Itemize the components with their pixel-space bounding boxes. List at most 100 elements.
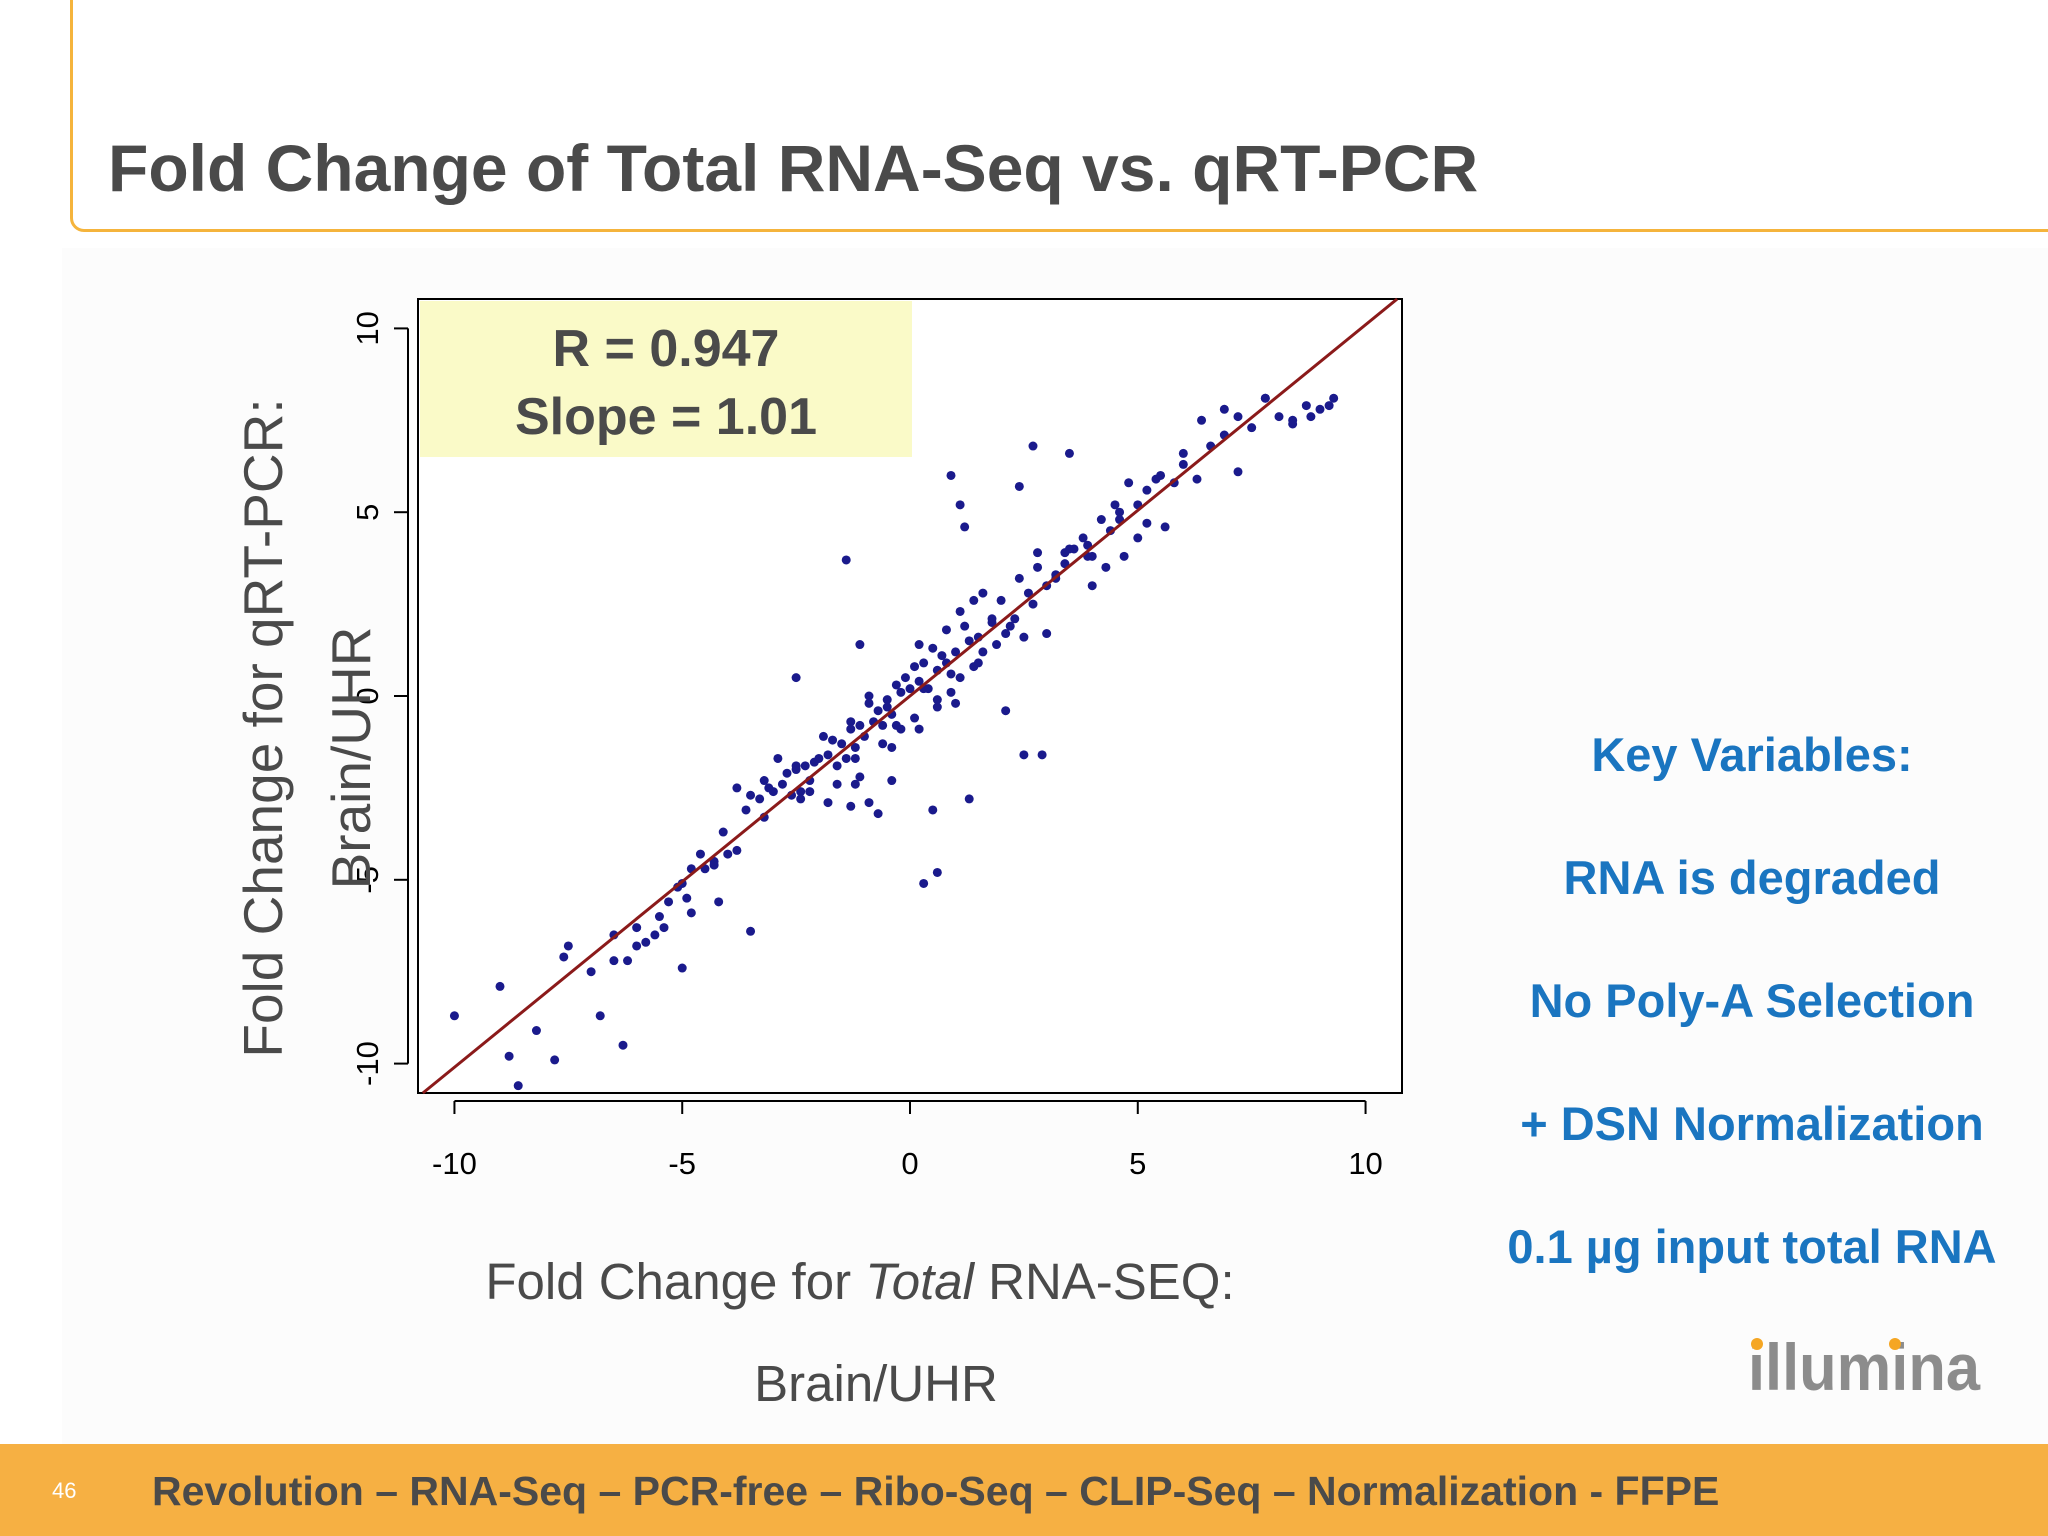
data-point — [932, 702, 942, 712]
data-point — [951, 647, 961, 657]
data-point — [513, 1081, 523, 1091]
data-point — [823, 798, 833, 808]
data-point — [978, 647, 988, 657]
data-point — [718, 827, 728, 837]
data-point — [714, 897, 724, 907]
slide-title: Fold Change of Total RNA-Seq vs. qRT-PCR — [108, 131, 1479, 205]
data-point — [1133, 533, 1143, 543]
data-point — [595, 1011, 605, 1021]
data-point — [1233, 467, 1243, 477]
data-point — [905, 684, 915, 694]
scatter-chart: R = 0.947 Slope = 1.01 -10 -5 0 5 10 -10 -5 0 5 1… — [232, 297, 1403, 1412]
data-point — [946, 470, 956, 480]
axis-ticks: -10 -5 0 5 10 -10 -5 0 5 10 — [350, 311, 1383, 1181]
data-point — [914, 724, 924, 734]
data-points — [449, 393, 1339, 1091]
data-point — [1301, 401, 1311, 411]
data-point — [654, 912, 664, 922]
data-point — [841, 555, 851, 565]
data-point — [1028, 599, 1038, 609]
regression-line — [421, 297, 1399, 1095]
data-point — [855, 772, 865, 782]
footer-text: Revolution – RNA-Seq – PCR-free – Ribo-S… — [152, 1468, 1720, 1514]
data-point — [746, 926, 756, 936]
data-point — [531, 1026, 541, 1036]
data-point — [850, 753, 860, 763]
data-point — [1042, 629, 1052, 639]
data-point — [928, 643, 938, 653]
data-point — [1087, 581, 1097, 591]
data-point — [796, 794, 806, 804]
data-point — [1019, 750, 1029, 760]
data-point — [1192, 474, 1202, 484]
data-point — [955, 500, 965, 510]
logo-dot-1 — [1751, 1338, 1763, 1350]
data-point — [1197, 415, 1207, 425]
data-point — [955, 606, 965, 616]
key-variables-heading: Key Variables: — [1591, 728, 1913, 781]
data-point — [791, 761, 801, 771]
data-point — [832, 779, 842, 789]
data-point — [1019, 632, 1029, 642]
data-point — [550, 1055, 560, 1065]
x-tick-label: 0 — [901, 1146, 918, 1181]
data-point — [964, 794, 974, 804]
y-axis-label-line1: Fold Change for qRT-PCR: — [232, 398, 294, 1057]
x-tick-label: 10 — [1348, 1146, 1382, 1181]
data-point — [841, 753, 851, 763]
y-tick-label: 10 — [350, 311, 385, 345]
data-point — [887, 742, 897, 752]
data-point — [1001, 629, 1011, 639]
x-axis-label-part-1: Fold Change for — [485, 1253, 865, 1310]
data-point — [1160, 522, 1170, 532]
data-point — [864, 698, 874, 708]
data-point — [855, 720, 865, 730]
data-point — [732, 783, 742, 793]
data-point — [773, 753, 783, 763]
data-point — [764, 783, 774, 793]
data-point — [837, 739, 847, 749]
data-point — [1124, 478, 1134, 488]
data-point — [1064, 448, 1074, 458]
data-point — [755, 794, 765, 804]
data-point — [559, 952, 569, 962]
x-axis-label-part-3: RNA-SEQ: — [974, 1253, 1235, 1310]
key-variable-item: RNA is degraded — [1563, 851, 1941, 904]
data-point — [1233, 412, 1243, 422]
data-point — [741, 805, 751, 815]
data-point — [618, 1040, 628, 1050]
slide-content: R = 0.947 Slope = 1.01 -10 -5 0 5 10 -10 -5 0 5 1… — [62, 248, 2048, 1444]
data-point — [1023, 588, 1033, 598]
data-point — [800, 761, 810, 771]
data-point — [951, 698, 961, 708]
data-point — [1110, 500, 1120, 510]
data-point — [1014, 573, 1024, 583]
data-point — [650, 930, 660, 940]
data-point — [887, 776, 897, 786]
data-point — [955, 673, 965, 683]
data-point — [941, 625, 951, 635]
data-point — [964, 636, 974, 646]
data-point — [709, 860, 719, 870]
data-point — [1064, 544, 1074, 554]
data-point — [932, 867, 942, 877]
x-tick-label: -5 — [668, 1146, 696, 1181]
x-axis-label: Fold Change for Total RNA-SEQ: — [485, 1253, 1234, 1310]
data-point — [987, 617, 997, 627]
key-variable-item: 0.1 µg input total RNA — [1507, 1220, 1997, 1273]
data-point — [992, 640, 1002, 650]
data-point — [686, 908, 696, 918]
data-point — [978, 588, 988, 598]
data-point — [759, 776, 769, 786]
data-point — [782, 768, 792, 778]
data-point — [659, 923, 669, 933]
data-point — [878, 720, 888, 730]
data-point — [850, 779, 860, 789]
data-point — [1178, 448, 1188, 458]
x-tick-label: -10 — [432, 1146, 477, 1181]
data-point — [960, 621, 970, 631]
data-point — [1247, 423, 1257, 433]
y-tick-label: 5 — [350, 504, 385, 521]
annotation-box: R = 0.947 Slope = 1.01 — [420, 301, 912, 457]
data-point — [1178, 459, 1188, 469]
